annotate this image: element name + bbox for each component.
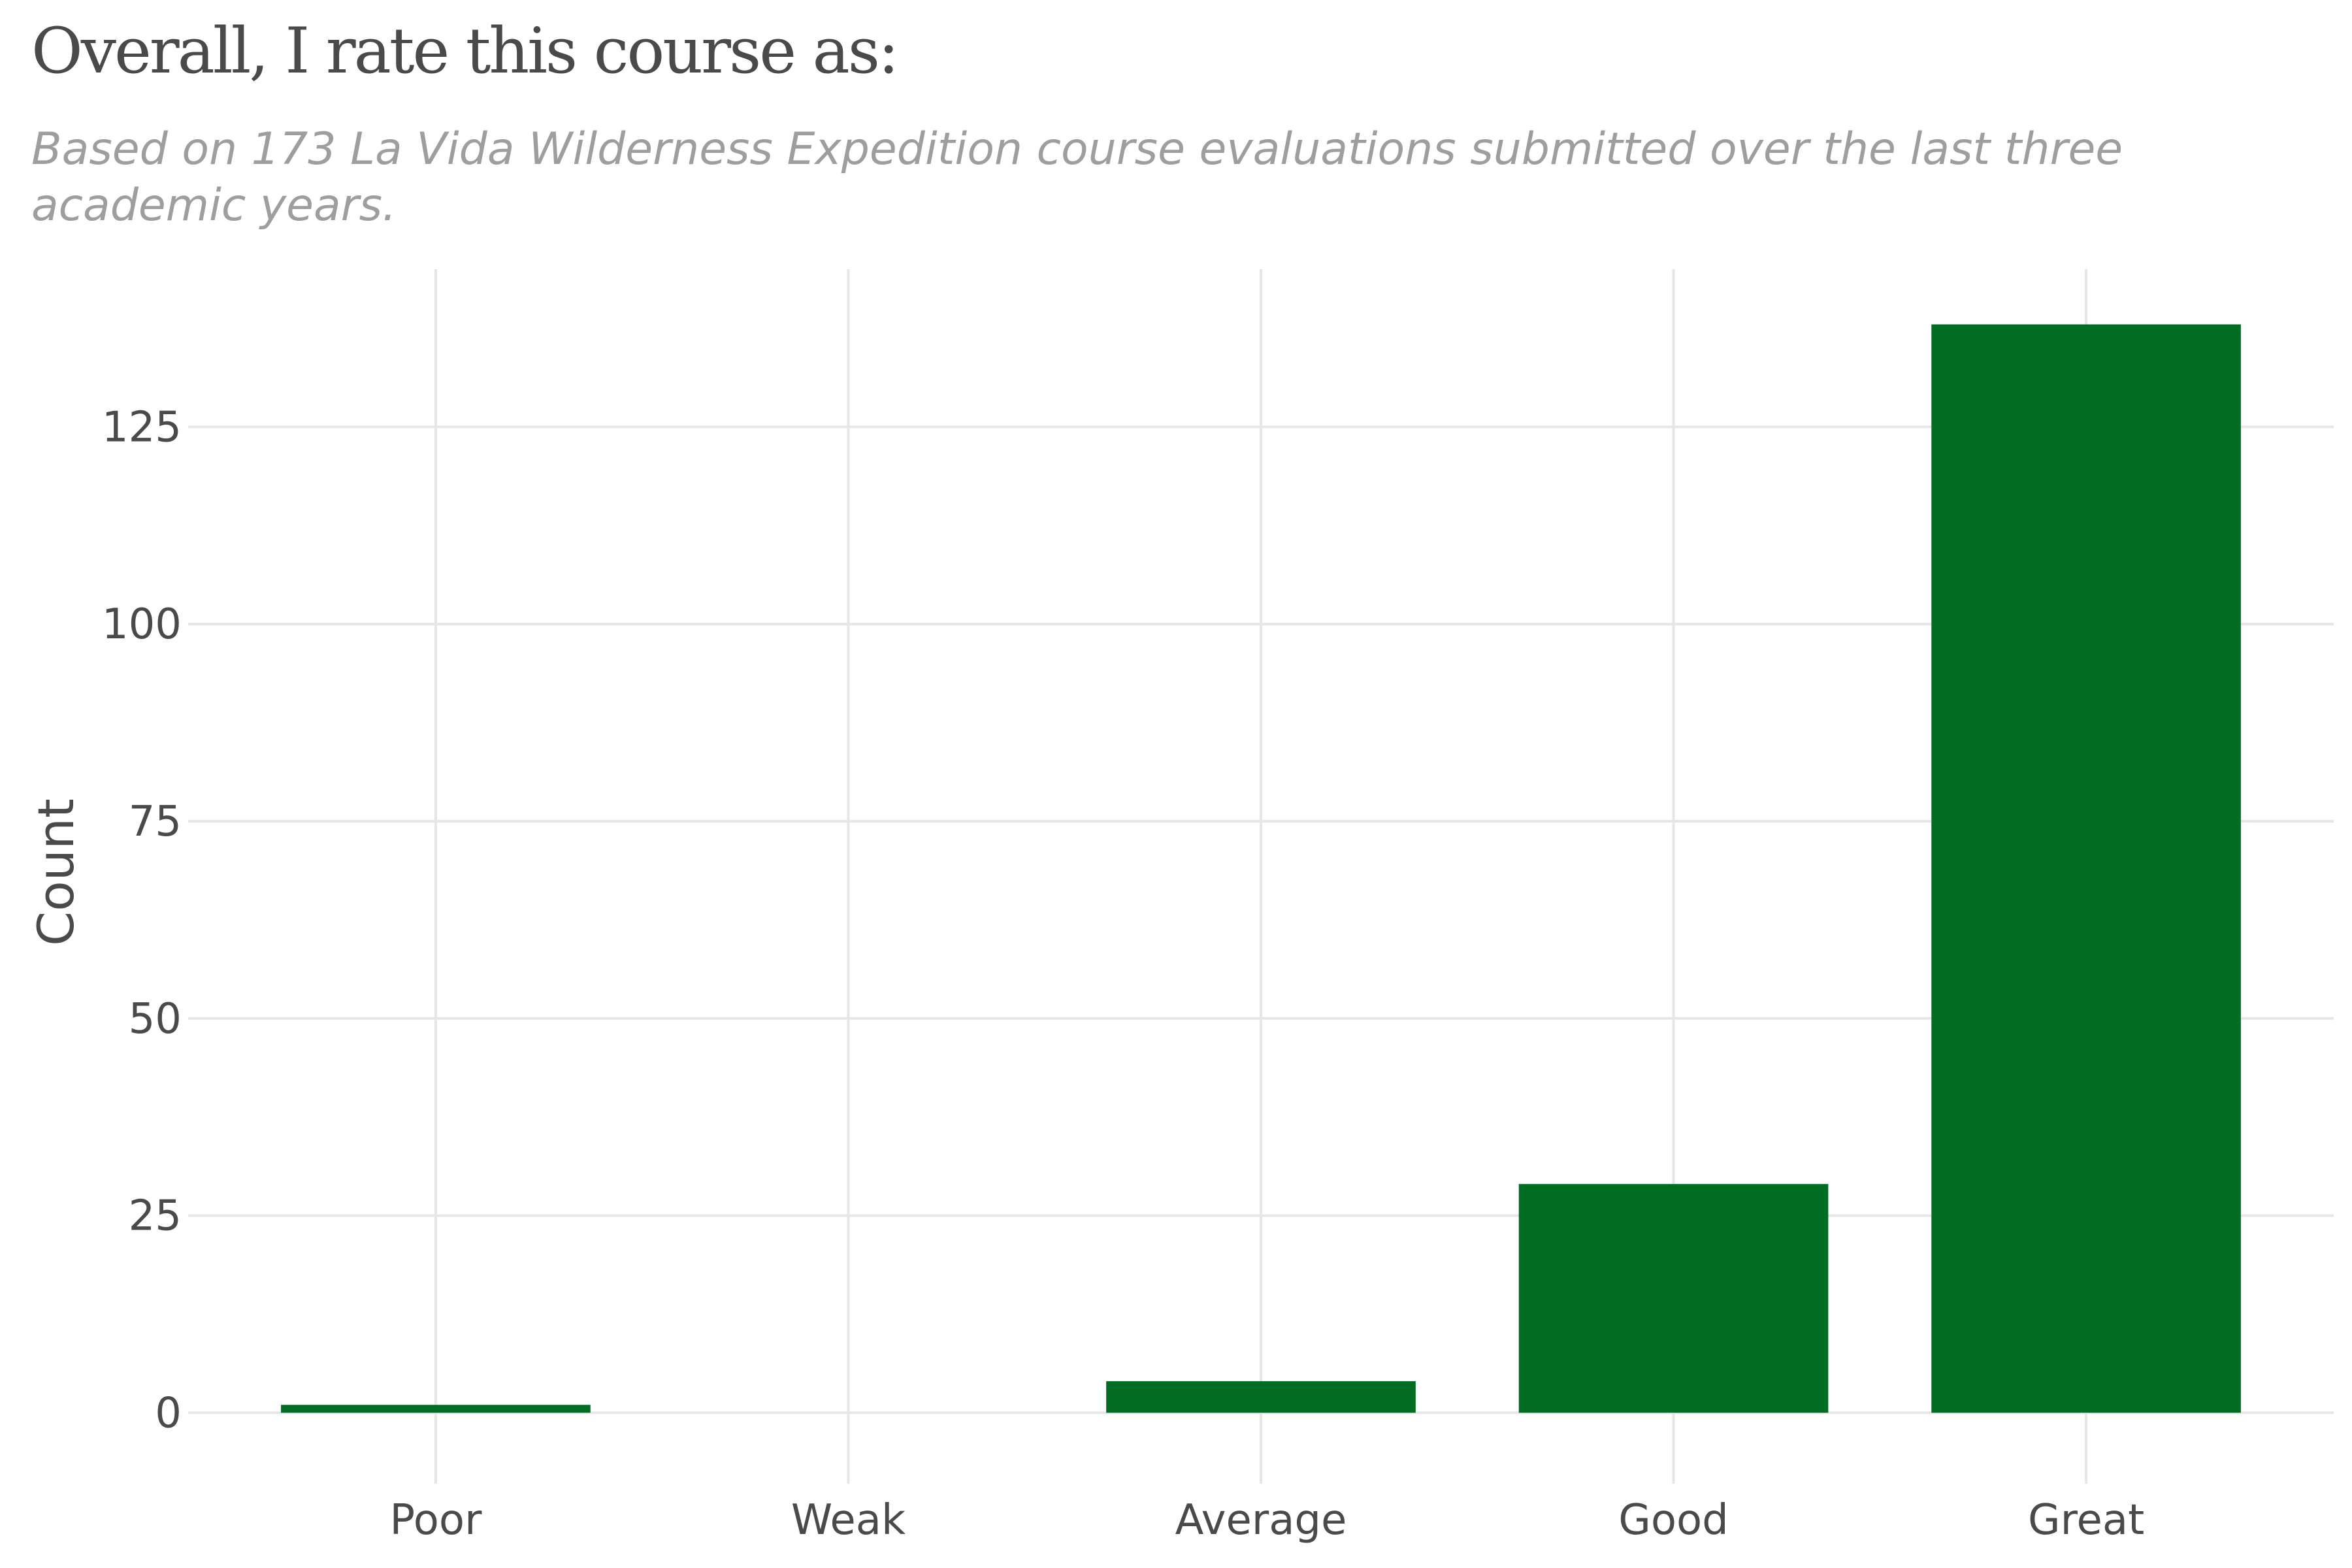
x-tick-label: Weak [791,1496,906,1544]
bar-good [1518,1184,1829,1413]
y-tick-label: 50 [129,995,182,1043]
x-tick-label: Average [1175,1496,1347,1544]
chart-title: Overall, I rate this course as: [31,14,899,88]
y-tick-label: 125 [102,403,182,451]
chart-subtitle: Based on 173 La Vida Wilderness Expediti… [31,123,2123,231]
y-axis-title: Count [27,798,85,946]
x-tick-label: Poor [389,1496,482,1544]
y-tick-label: 75 [129,798,182,846]
bars [281,324,2241,1413]
y-tick-label: 100 [102,600,182,649]
y-axis-ticks: 0 25 50 75 100 125 [102,403,182,1437]
y-tick-label: 0 [155,1389,182,1437]
bar-great [1931,324,2241,1413]
x-axis-ticks: Poor Weak Average Good Great [389,1496,2144,1544]
bar-poor [281,1405,591,1413]
x-tick-label: Great [2028,1496,2144,1544]
bar-average [1106,1381,1416,1413]
y-tick-label: 25 [129,1192,182,1241]
x-tick-label: Good [1618,1496,1729,1544]
